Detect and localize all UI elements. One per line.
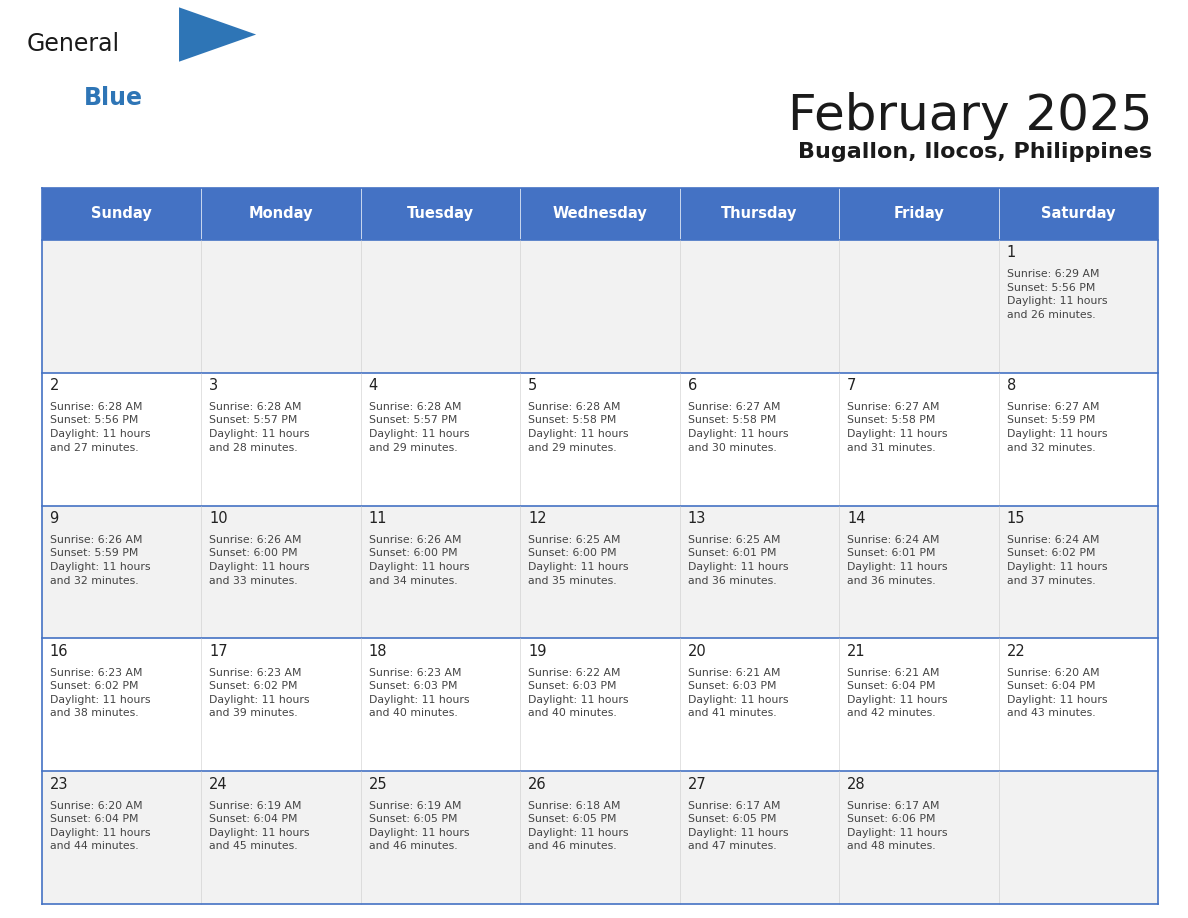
Text: February 2025: February 2025 (788, 92, 1152, 140)
Text: Wednesday: Wednesday (552, 207, 647, 221)
Text: 4: 4 (368, 378, 378, 393)
Text: Sunrise: 6:26 AM
Sunset: 6:00 PM
Daylight: 11 hours
and 34 minutes.: Sunrise: 6:26 AM Sunset: 6:00 PM Dayligh… (368, 535, 469, 586)
Text: Sunrise: 6:24 AM
Sunset: 6:01 PM
Daylight: 11 hours
and 36 minutes.: Sunrise: 6:24 AM Sunset: 6:01 PM Dayligh… (847, 535, 948, 586)
Text: Thursday: Thursday (721, 207, 797, 221)
Text: General: General (26, 32, 119, 56)
Text: Sunrise: 6:23 AM
Sunset: 6:02 PM
Daylight: 11 hours
and 38 minutes.: Sunrise: 6:23 AM Sunset: 6:02 PM Dayligh… (50, 667, 150, 719)
Text: Sunrise: 6:28 AM
Sunset: 5:58 PM
Daylight: 11 hours
and 29 minutes.: Sunrise: 6:28 AM Sunset: 5:58 PM Dayligh… (529, 402, 628, 453)
Text: 1: 1 (1006, 245, 1016, 260)
Text: Friday: Friday (893, 207, 944, 221)
Text: 9: 9 (50, 510, 59, 526)
Text: Sunrise: 6:28 AM
Sunset: 5:57 PM
Daylight: 11 hours
and 29 minutes.: Sunrise: 6:28 AM Sunset: 5:57 PM Dayligh… (368, 402, 469, 453)
Bar (42, 188, 201, 240)
Text: Sunrise: 6:17 AM
Sunset: 6:05 PM
Daylight: 11 hours
and 47 minutes.: Sunrise: 6:17 AM Sunset: 6:05 PM Dayligh… (688, 800, 788, 851)
Text: Sunrise: 6:27 AM
Sunset: 5:58 PM
Daylight: 11 hours
and 30 minutes.: Sunrise: 6:27 AM Sunset: 5:58 PM Dayligh… (688, 402, 788, 453)
Text: Sunrise: 6:25 AM
Sunset: 6:01 PM
Daylight: 11 hours
and 36 minutes.: Sunrise: 6:25 AM Sunset: 6:01 PM Dayligh… (688, 535, 788, 586)
Bar (42, 771, 1158, 904)
Text: Sunrise: 6:19 AM
Sunset: 6:04 PM
Daylight: 11 hours
and 45 minutes.: Sunrise: 6:19 AM Sunset: 6:04 PM Dayligh… (209, 800, 310, 851)
Text: 27: 27 (688, 777, 707, 791)
Text: Sunrise: 6:28 AM
Sunset: 5:56 PM
Daylight: 11 hours
and 27 minutes.: Sunrise: 6:28 AM Sunset: 5:56 PM Dayligh… (50, 402, 150, 453)
Polygon shape (179, 7, 257, 62)
Bar (201, 188, 361, 240)
Text: 26: 26 (529, 777, 546, 791)
Bar (839, 188, 999, 240)
Text: 10: 10 (209, 510, 228, 526)
Text: 5: 5 (529, 378, 537, 393)
Text: Tuesday: Tuesday (407, 207, 474, 221)
Text: Sunrise: 6:27 AM
Sunset: 5:59 PM
Daylight: 11 hours
and 32 minutes.: Sunrise: 6:27 AM Sunset: 5:59 PM Dayligh… (1006, 402, 1107, 453)
Text: Sunrise: 6:29 AM
Sunset: 5:56 PM
Daylight: 11 hours
and 26 minutes.: Sunrise: 6:29 AM Sunset: 5:56 PM Dayligh… (1006, 269, 1107, 319)
Text: 15: 15 (1006, 510, 1025, 526)
Text: 17: 17 (209, 644, 228, 659)
Bar (42, 638, 1158, 771)
Text: Sunrise: 6:21 AM
Sunset: 6:04 PM
Daylight: 11 hours
and 42 minutes.: Sunrise: 6:21 AM Sunset: 6:04 PM Dayligh… (847, 667, 948, 719)
Text: 21: 21 (847, 644, 866, 659)
Text: Sunrise: 6:23 AM
Sunset: 6:02 PM
Daylight: 11 hours
and 39 minutes.: Sunrise: 6:23 AM Sunset: 6:02 PM Dayligh… (209, 667, 310, 719)
Text: Sunrise: 6:26 AM
Sunset: 5:59 PM
Daylight: 11 hours
and 32 minutes.: Sunrise: 6:26 AM Sunset: 5:59 PM Dayligh… (50, 535, 150, 586)
Text: Sunrise: 6:24 AM
Sunset: 6:02 PM
Daylight: 11 hours
and 37 minutes.: Sunrise: 6:24 AM Sunset: 6:02 PM Dayligh… (1006, 535, 1107, 586)
Bar (361, 188, 520, 240)
Bar (520, 188, 680, 240)
Text: Sunrise: 6:19 AM
Sunset: 6:05 PM
Daylight: 11 hours
and 46 minutes.: Sunrise: 6:19 AM Sunset: 6:05 PM Dayligh… (368, 800, 469, 851)
Text: Monday: Monday (248, 207, 314, 221)
Text: Sunrise: 6:20 AM
Sunset: 6:04 PM
Daylight: 11 hours
and 44 minutes.: Sunrise: 6:20 AM Sunset: 6:04 PM Dayligh… (50, 800, 150, 851)
Text: 18: 18 (368, 644, 387, 659)
Text: Sunrise: 6:22 AM
Sunset: 6:03 PM
Daylight: 11 hours
and 40 minutes.: Sunrise: 6:22 AM Sunset: 6:03 PM Dayligh… (529, 667, 628, 719)
Text: Bugallon, Ilocos, Philippines: Bugallon, Ilocos, Philippines (798, 142, 1152, 162)
Text: Sunrise: 6:26 AM
Sunset: 6:00 PM
Daylight: 11 hours
and 33 minutes.: Sunrise: 6:26 AM Sunset: 6:00 PM Dayligh… (209, 535, 310, 586)
Text: Sunrise: 6:27 AM
Sunset: 5:58 PM
Daylight: 11 hours
and 31 minutes.: Sunrise: 6:27 AM Sunset: 5:58 PM Dayligh… (847, 402, 948, 453)
Text: Sunrise: 6:18 AM
Sunset: 6:05 PM
Daylight: 11 hours
and 46 minutes.: Sunrise: 6:18 AM Sunset: 6:05 PM Dayligh… (529, 800, 628, 851)
Text: Sunrise: 6:25 AM
Sunset: 6:00 PM
Daylight: 11 hours
and 35 minutes.: Sunrise: 6:25 AM Sunset: 6:00 PM Dayligh… (529, 535, 628, 586)
Text: Blue: Blue (83, 86, 143, 110)
Text: 23: 23 (50, 777, 68, 791)
Text: 2: 2 (50, 378, 59, 393)
Text: Sunrise: 6:20 AM
Sunset: 6:04 PM
Daylight: 11 hours
and 43 minutes.: Sunrise: 6:20 AM Sunset: 6:04 PM Dayligh… (1006, 667, 1107, 719)
Bar (999, 188, 1158, 240)
Text: 11: 11 (368, 510, 387, 526)
Bar (680, 188, 839, 240)
Text: 22: 22 (1006, 644, 1025, 659)
Text: 24: 24 (209, 777, 228, 791)
Bar (42, 506, 1158, 638)
Text: 19: 19 (529, 644, 546, 659)
Text: Saturday: Saturday (1042, 207, 1116, 221)
Text: Sunrise: 6:28 AM
Sunset: 5:57 PM
Daylight: 11 hours
and 28 minutes.: Sunrise: 6:28 AM Sunset: 5:57 PM Dayligh… (209, 402, 310, 453)
Text: 3: 3 (209, 378, 219, 393)
Text: 14: 14 (847, 510, 866, 526)
Bar (42, 240, 1158, 373)
Text: 8: 8 (1006, 378, 1016, 393)
Text: 20: 20 (688, 644, 707, 659)
Text: Sunrise: 6:21 AM
Sunset: 6:03 PM
Daylight: 11 hours
and 41 minutes.: Sunrise: 6:21 AM Sunset: 6:03 PM Dayligh… (688, 667, 788, 719)
Bar (42, 373, 1158, 506)
Text: Sunrise: 6:17 AM
Sunset: 6:06 PM
Daylight: 11 hours
and 48 minutes.: Sunrise: 6:17 AM Sunset: 6:06 PM Dayligh… (847, 800, 948, 851)
Text: 7: 7 (847, 378, 857, 393)
Text: 25: 25 (368, 777, 387, 791)
Text: Sunday: Sunday (91, 207, 152, 221)
Text: 28: 28 (847, 777, 866, 791)
Text: 12: 12 (529, 510, 546, 526)
Text: 13: 13 (688, 510, 706, 526)
Text: Sunrise: 6:23 AM
Sunset: 6:03 PM
Daylight: 11 hours
and 40 minutes.: Sunrise: 6:23 AM Sunset: 6:03 PM Dayligh… (368, 667, 469, 719)
Text: 6: 6 (688, 378, 697, 393)
Text: 16: 16 (50, 644, 68, 659)
